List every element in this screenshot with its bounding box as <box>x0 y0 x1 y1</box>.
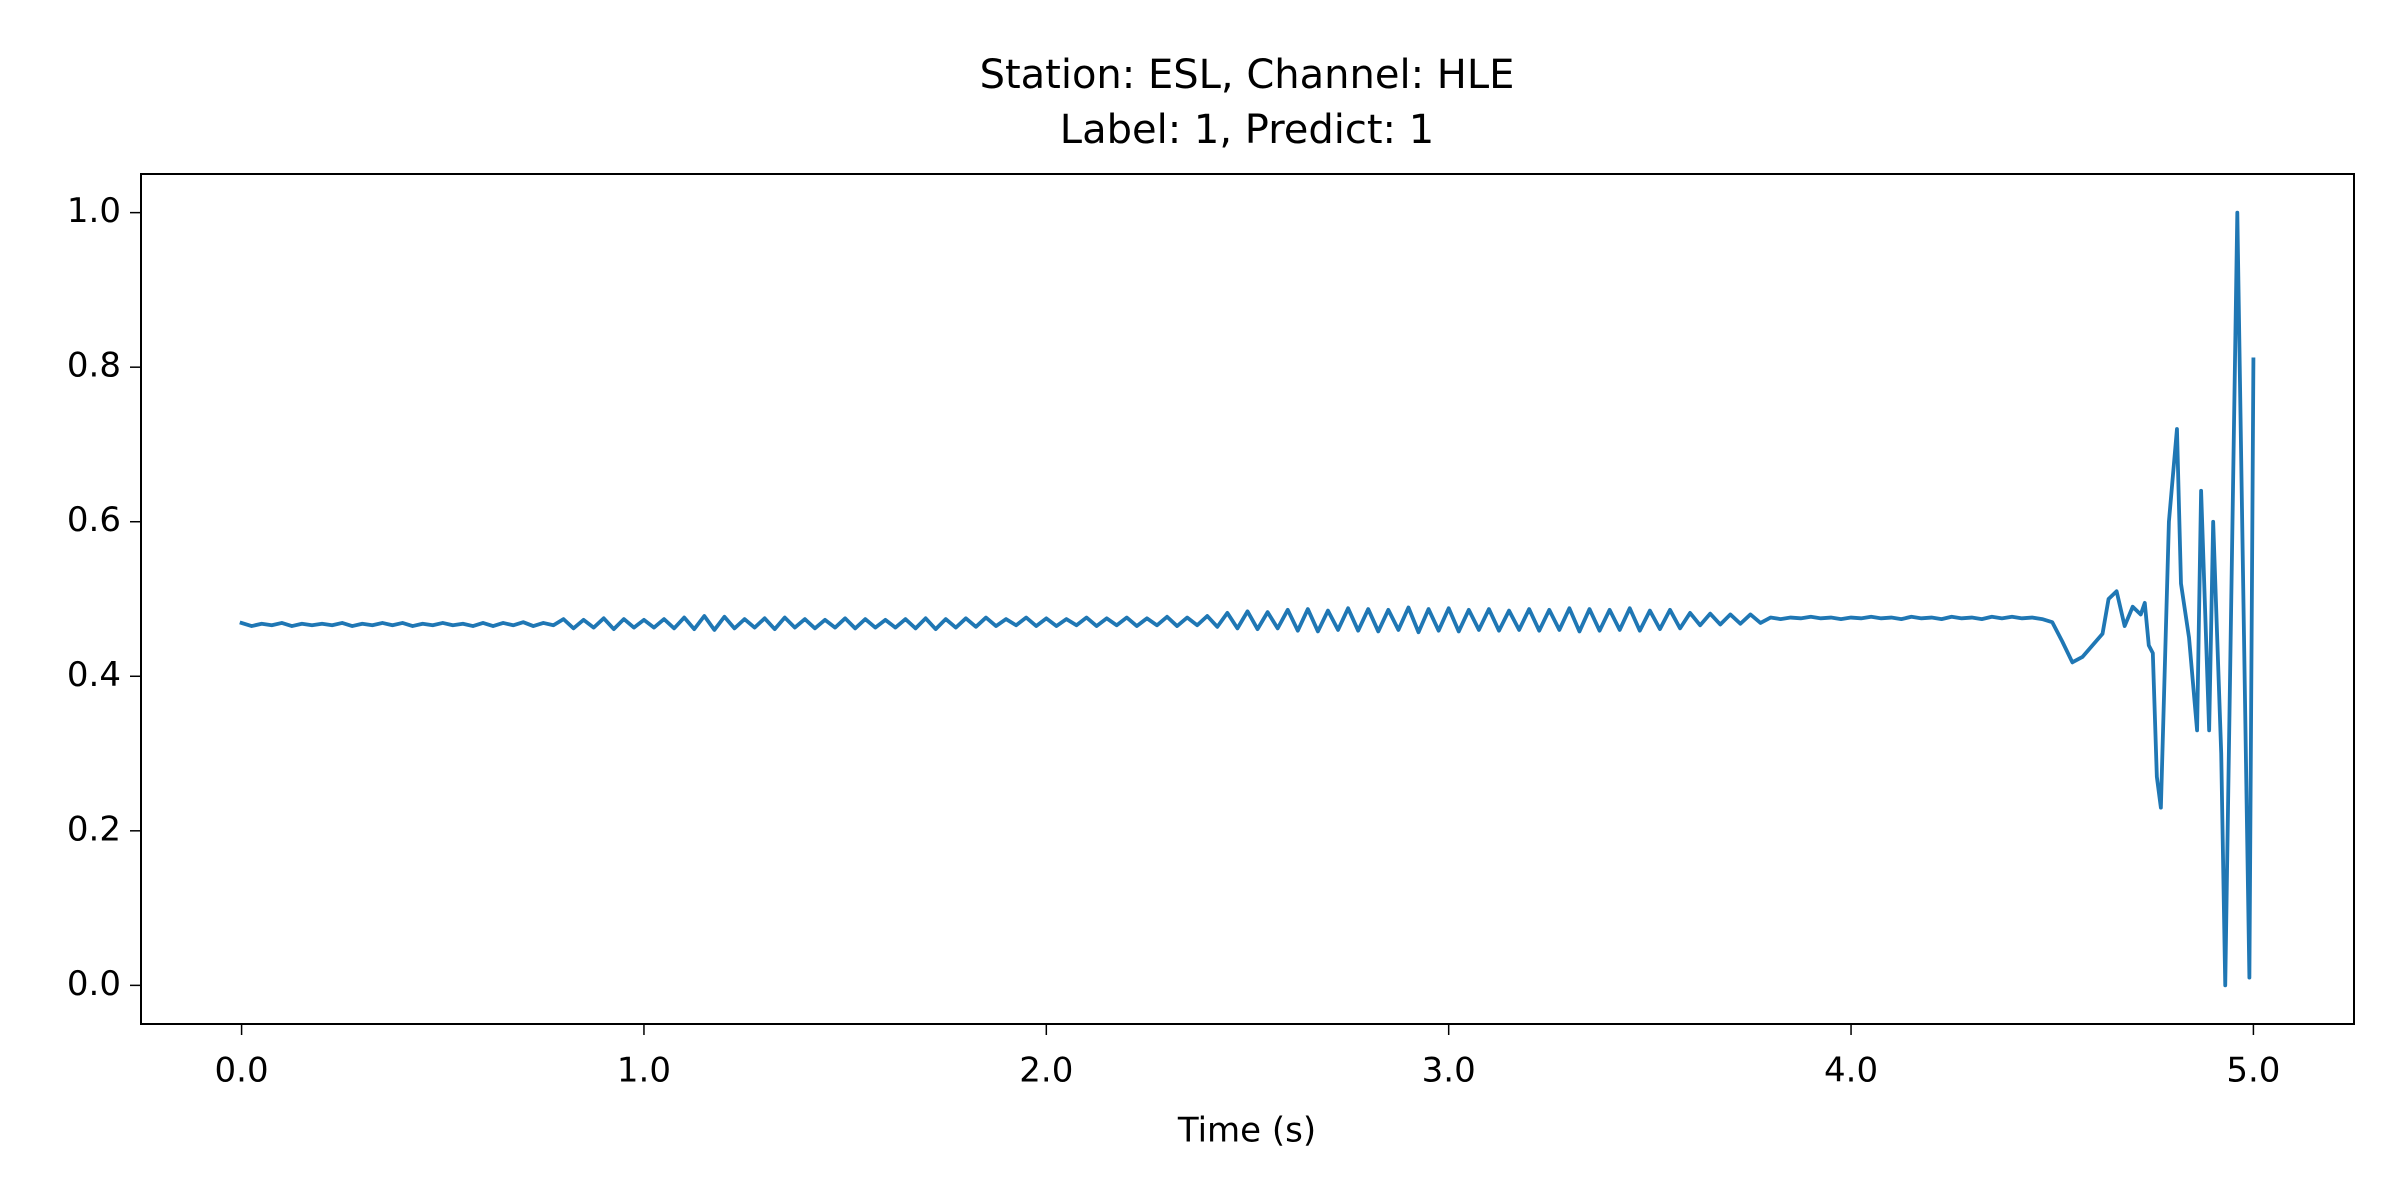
y-tick-label: 0.8 <box>67 346 121 386</box>
x-tick-label: 2.0 <box>1019 1051 1073 1091</box>
plot-frame <box>140 173 2355 1025</box>
x-tick-label: 5.0 <box>2226 1051 2280 1091</box>
chart-title: Station: ESL, Channel: HLE <box>980 52 1515 98</box>
x-tick-label: 1.0 <box>617 1051 671 1091</box>
x-tick-label: 4.0 <box>1824 1051 1878 1091</box>
x-tick-label: 3.0 <box>1422 1051 1476 1091</box>
x-axis-label: Time (s) <box>1177 1111 1316 1151</box>
series-line <box>239 210 2256 988</box>
chart-subtitle: Label: 1, Predict: 1 <box>1060 107 1434 153</box>
y-tick-label: 1.0 <box>67 191 121 231</box>
y-tick-label: 0.6 <box>67 500 121 540</box>
y-tick-label: 0.2 <box>67 809 121 849</box>
x-tick-label: 0.0 <box>215 1051 269 1091</box>
y-tick-label: 0.0 <box>67 964 121 1004</box>
y-tick-label: 0.4 <box>67 655 121 695</box>
